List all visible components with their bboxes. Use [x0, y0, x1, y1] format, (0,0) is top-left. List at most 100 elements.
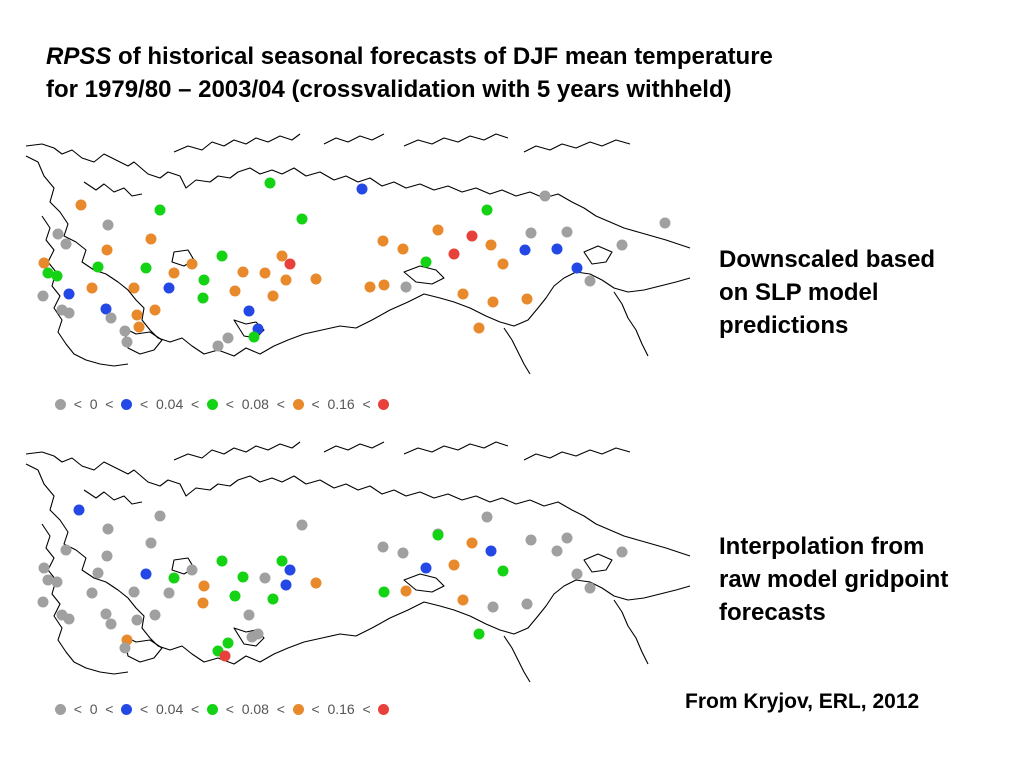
- station-dot-green: [42, 267, 54, 279]
- station-dot-gray: [259, 572, 271, 584]
- station-dot-gray: [246, 631, 258, 643]
- station-dot-orange: [229, 285, 241, 297]
- station-dot-gray: [105, 312, 117, 324]
- station-dot-gray: [397, 547, 409, 559]
- title-rest: of historical seasonal forecasts of DJF …: [111, 43, 773, 70]
- station-dot-gray: [487, 601, 499, 613]
- station-dot-orange: [75, 199, 87, 211]
- station-dot-orange: [128, 282, 140, 294]
- station-dot-blue: [280, 579, 292, 591]
- station-dot-orange: [198, 580, 210, 592]
- station-dot-gray: [119, 642, 131, 654]
- legend-label: < 0.04 <: [132, 396, 207, 412]
- station-dot-orange: [378, 279, 390, 291]
- station-dot-green: [497, 565, 509, 577]
- station-dot-blue: [420, 562, 432, 574]
- station-dot-orange: [310, 577, 322, 589]
- station-dot-orange: [310, 273, 322, 285]
- station-dot-orange: [466, 537, 478, 549]
- station-dot-orange: [86, 282, 98, 294]
- station-dot-green: [140, 262, 152, 274]
- station-dot-gray: [616, 239, 628, 251]
- station-dots: [37, 177, 671, 352]
- station-dot-orange: [237, 266, 249, 278]
- station-dot-orange: [485, 239, 497, 251]
- station-dot-blue: [485, 545, 497, 557]
- station-dot-red: [284, 258, 296, 270]
- station-dot-green: [229, 590, 241, 602]
- title-italic-term: RPSS: [46, 43, 112, 70]
- station-dot-gray: [37, 290, 49, 302]
- legend-swatch-red: [378, 398, 390, 410]
- legend-swatch-green: [206, 703, 218, 715]
- station-dots: [37, 504, 628, 662]
- station-dot-green: [420, 256, 432, 268]
- station-dot-gray: [222, 332, 234, 344]
- caption-line: predictions: [719, 312, 849, 339]
- legend-label: < 0.08 <: [217, 396, 293, 412]
- legend-swatch-gray: [55, 703, 66, 715]
- station-dot-green: [276, 555, 288, 567]
- station-dot-gray: [561, 532, 573, 544]
- station-dot-orange: [280, 274, 292, 286]
- legend-label: < 0.16 <: [303, 701, 379, 717]
- station-dot-green: [237, 571, 249, 583]
- station-dot-green: [197, 292, 209, 304]
- station-dot-green: [168, 572, 180, 584]
- station-dot-gray: [102, 219, 114, 231]
- station-dot-gray: [149, 609, 161, 621]
- station-dot-gray: [60, 238, 72, 250]
- station-dot-gray: [243, 609, 255, 621]
- station-dot-gray: [102, 523, 114, 535]
- station-dot-gray: [60, 544, 72, 556]
- station-dot-orange: [432, 224, 444, 236]
- station-dot-green: [264, 177, 276, 189]
- station-dot-red: [466, 230, 478, 242]
- station-dot-gray: [186, 564, 198, 576]
- legend-label: < 0.08 <: [217, 701, 293, 717]
- source-credit: From Kryjov, ERL, 2012: [685, 690, 920, 713]
- station-dot-red: [448, 248, 460, 260]
- station-dot-orange: [197, 597, 209, 609]
- station-dot-orange: [364, 281, 376, 293]
- station-dot-blue: [551, 243, 563, 255]
- legend-label: < 0.04 <: [132, 701, 207, 717]
- legend-swatch-gray: [55, 398, 66, 410]
- station-dot-gray: [659, 217, 671, 229]
- station-dot-orange: [400, 585, 412, 597]
- station-dot-blue: [73, 504, 85, 516]
- caption-line: on SLP model: [719, 279, 879, 306]
- caption-line: Downscaled based: [719, 246, 936, 273]
- legend-top: < 0 < < 0.04 < < 0.08 < < 0.16 <: [55, 395, 390, 413]
- station-dot-gray: [119, 325, 131, 337]
- legend-bottom: < 0 < < 0.04 < < 0.08 < < 0.16 <: [55, 700, 390, 718]
- station-dot-gray: [100, 608, 112, 620]
- station-dot-gray: [121, 336, 133, 348]
- station-dot-gray: [561, 226, 573, 238]
- station-dot-green: [216, 250, 228, 262]
- station-dot-green: [154, 204, 166, 216]
- station-dot-orange: [168, 267, 180, 279]
- station-dot-blue: [284, 564, 296, 576]
- station-dot-gray: [400, 281, 412, 293]
- legend-label: < 0 <: [66, 396, 122, 412]
- legend-swatch-orange: [292, 703, 304, 715]
- station-dot-gray: [525, 227, 537, 239]
- station-dot-green: [296, 213, 308, 225]
- station-dot-orange: [457, 288, 469, 300]
- station-dot-gray: [539, 190, 551, 202]
- station-dot-green: [222, 637, 234, 649]
- legend-swatch-blue: [121, 398, 133, 410]
- station-dot-orange: [131, 309, 143, 321]
- station-dot-gray: [525, 534, 537, 546]
- station-map: [25, 133, 691, 375]
- station-dot-orange: [145, 233, 157, 245]
- legend-swatch-red: [378, 703, 390, 715]
- station-dot-orange: [457, 594, 469, 606]
- station-dot-gray: [38, 562, 50, 574]
- station-dot-gray: [481, 511, 493, 523]
- station-dot-blue: [519, 244, 531, 256]
- station-dot-orange: [38, 257, 50, 269]
- station-dot-orange: [267, 290, 279, 302]
- map-panel-interpolation: [24, 440, 692, 685]
